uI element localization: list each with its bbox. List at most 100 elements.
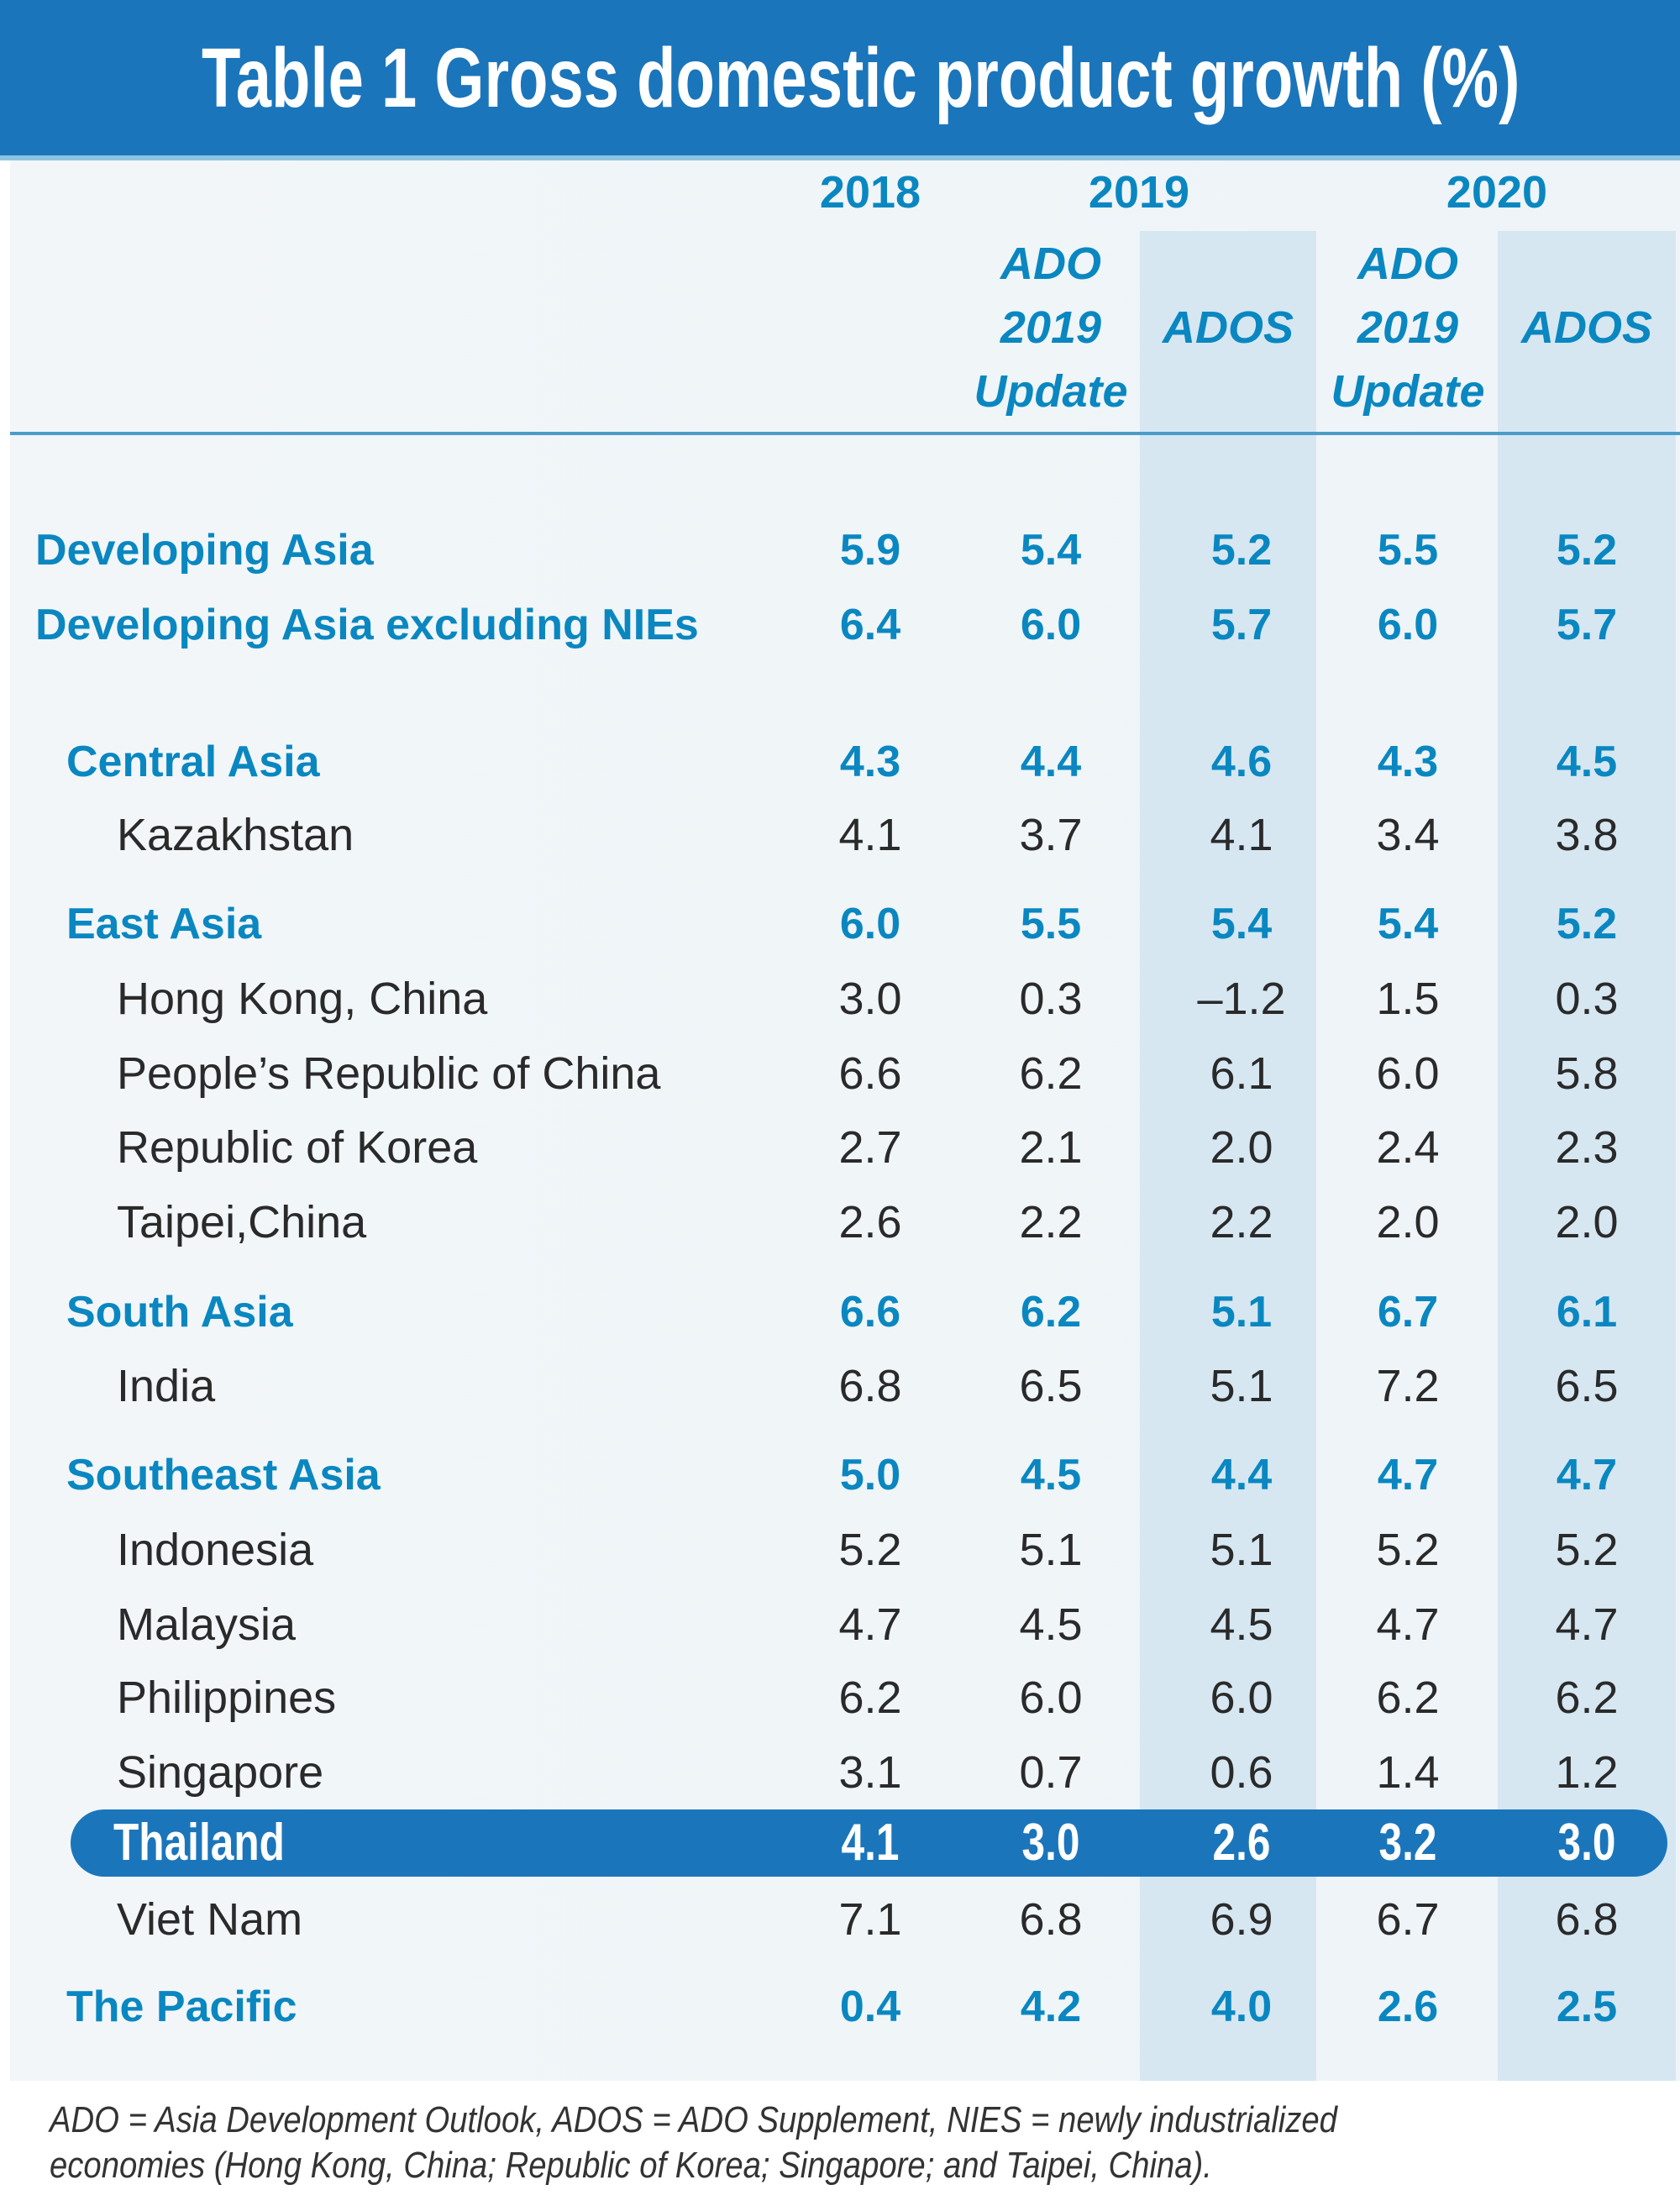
cell-value: 4.2 <box>1020 1983 1082 2031</box>
cell-value: 0.4 <box>839 1983 901 2031</box>
cell-value: 4.1 <box>838 810 902 860</box>
cell-value: 3.0 <box>1557 1814 1616 1872</box>
cell-value: 5.7 <box>1556 601 1618 649</box>
table-row: Malaysia 4.7 4.5 4.5 4.7 4.7 <box>0 1591 1680 1658</box>
cell-value: 6.1 <box>1556 1288 1618 1337</box>
cell-value: 4.7 <box>1555 1599 1619 1650</box>
row-label: Indonesia <box>117 1525 314 1575</box>
cell-value: 0.3 <box>1019 974 1083 1024</box>
table-row: Developing Asia 5.9 5.4 5.2 5.5 5.2 <box>0 517 1680 584</box>
row-label: Developing Asia excluding NIEs <box>35 601 699 649</box>
row-label: Taipei,China <box>117 1197 367 1247</box>
cell-value: 6.0 <box>1210 1673 1273 1723</box>
table-row: South Asia 6.6 6.2 5.1 6.7 6.1 <box>0 1279 1680 1346</box>
cell-value: 5.5 <box>1377 526 1439 575</box>
table-row: Thailand 4.1 3.0 2.6 3.2 3.0 <box>0 1809 1680 1877</box>
row-label: The Pacific <box>66 1983 297 2031</box>
cell-value: 4.7 <box>1376 1599 1440 1650</box>
shaded-column-2019-ados <box>1140 231 1316 2081</box>
cell-value: 2.5 <box>1556 1983 1618 2031</box>
cell-value: 6.8 <box>1555 1894 1619 1945</box>
table-row: Philippines 6.2 6.0 6.0 6.2 6.2 <box>0 1664 1680 1731</box>
table-row: Kazakhstan 4.1 3.7 4.1 3.4 3.8 <box>0 801 1680 869</box>
table-row: Southeast Asia 5.0 4.5 4.4 4.7 4.7 <box>0 1442 1680 1509</box>
cell-value: 5.4 <box>1377 900 1439 948</box>
cell-value: 5.1 <box>1210 1525 1273 1575</box>
row-label: Malaysia <box>117 1599 297 1650</box>
table-panel <box>10 160 1680 2081</box>
cell-value: 0.6 <box>1210 1747 1273 1798</box>
cell-value: 2.2 <box>1210 1197 1273 1247</box>
table-row: Indonesia 5.2 5.1 5.1 5.2 5.2 <box>0 1516 1680 1583</box>
cell-value: 2.3 <box>1555 1122 1619 1173</box>
cell-value: 3.8 <box>1555 810 1619 860</box>
cell-value: 3.0 <box>1021 1814 1080 1872</box>
row-label: People’s Republic of China <box>117 1048 661 1099</box>
cell-value: 5.2 <box>1556 526 1618 575</box>
cell-value: 6.0 <box>1020 601 1082 649</box>
row-label: Thailand <box>113 1814 285 1872</box>
cell-value: 6.0 <box>1376 1048 1440 1099</box>
cell-value: 5.2 <box>838 1525 902 1575</box>
cell-value: 5.4 <box>1020 526 1082 575</box>
cell-value: 6.0 <box>839 900 901 948</box>
cell-value: 6.7 <box>1376 1894 1440 1945</box>
table-row: The Pacific 0.4 4.2 4.0 2.6 2.5 <box>0 1973 1680 2040</box>
row-label: Kazakhstan <box>117 810 354 860</box>
cell-value: 4.5 <box>1556 738 1618 786</box>
cell-value: 6.6 <box>839 1288 901 1337</box>
cell-value: 5.2 <box>1376 1525 1440 1575</box>
cell-value: 3.2 <box>1378 1814 1437 1872</box>
cell-value: 4.3 <box>1377 738 1439 786</box>
row-label: Central Asia <box>66 738 320 786</box>
cell-value: 4.1 <box>841 1814 900 1872</box>
cell-value: 6.2 <box>1376 1673 1440 1723</box>
row-label: Republic of Korea <box>117 1122 478 1173</box>
cell-value: 6.2 <box>1019 1048 1083 1099</box>
cell-value: 5.1 <box>1210 1288 1273 1337</box>
cell-value: 2.0 <box>1376 1197 1440 1247</box>
header-line: ADO <box>1000 239 1101 289</box>
cell-value: 6.8 <box>1019 1894 1083 1945</box>
table-row: Developing Asia excluding NIEs 6.4 6.0 5.7 6… <box>0 591 1680 659</box>
header-line: Update <box>1331 366 1485 417</box>
cell-value: 7.1 <box>838 1894 902 1945</box>
cell-value: 6.9 <box>1210 1894 1273 1945</box>
table-row: East Asia 6.0 5.5 5.4 5.4 5.2 <box>0 890 1680 958</box>
cell-value: 4.0 <box>1210 1983 1273 2031</box>
cell-value: 5.1 <box>1210 1361 1273 1411</box>
cell-value: 4.6 <box>1210 738 1273 786</box>
row-label: Hong Kong, China <box>117 974 488 1024</box>
cell-value: 4.5 <box>1019 1599 1083 1650</box>
header-line: ADO <box>1357 239 1458 289</box>
cell-value: 2.0 <box>1210 1122 1273 1173</box>
cell-value: 4.3 <box>839 738 901 786</box>
cell-value: 3.0 <box>838 974 902 1024</box>
cell-value: 2.7 <box>838 1122 902 1173</box>
cell-value: 5.8 <box>1555 1048 1619 1099</box>
col-2020-ados: ADOS <box>1520 302 1652 353</box>
cell-value: 1.2 <box>1555 1747 1619 1798</box>
row-label: India <box>117 1361 216 1411</box>
cell-value: 6.0 <box>1377 601 1439 649</box>
row-label: Developing Asia <box>35 526 374 575</box>
cell-value: 4.7 <box>1556 1451 1618 1499</box>
cell-value: 0.3 <box>1555 974 1619 1024</box>
header-line: 2019 <box>1357 302 1459 353</box>
cell-value: 4.4 <box>1210 1451 1273 1499</box>
footnote-line-2: economies (Hong Kong, China; Republic of… <box>50 2145 1212 2186</box>
table-title: Table 1 Gross domestic product growth (%… <box>202 31 1520 125</box>
cell-value: 6.6 <box>838 1048 902 1099</box>
table-row: Republic of Korea 2.7 2.1 2.0 2.4 2.3 <box>0 1114 1680 1181</box>
cell-value: 4.5 <box>1020 1451 1082 1499</box>
cell-value: –1.2 <box>1197 974 1286 1024</box>
cell-value: 2.6 <box>1377 1983 1439 2031</box>
cell-value: 1.4 <box>1376 1747 1440 1798</box>
cell-value: 5.4 <box>1210 900 1273 948</box>
cell-value: 0.7 <box>1019 1747 1083 1798</box>
cell-value: 6.1 <box>1210 1048 1273 1099</box>
cell-value: 3.7 <box>1019 810 1083 860</box>
cell-value: 6.4 <box>839 601 901 649</box>
year-2020: 2020 <box>1446 167 1548 218</box>
header-line: 2019 <box>1000 302 1102 353</box>
